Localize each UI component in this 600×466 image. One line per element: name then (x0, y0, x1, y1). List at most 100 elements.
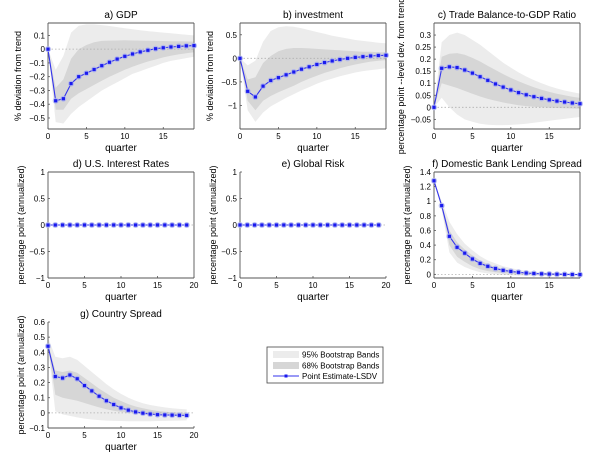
band-68-c (434, 53, 580, 109)
y-tick-label: 1 (427, 197, 432, 206)
data-point (369, 54, 373, 58)
data-point (148, 412, 152, 416)
y-tick-label: 0 (233, 221, 238, 230)
axes-e: 0 5 10 15 20 −1 −0.5 0 0.5 1 (221, 168, 391, 290)
y-tick-label: 0 (41, 45, 46, 54)
data-point (61, 376, 65, 380)
data-point (261, 84, 265, 88)
legend-label-band95: 95% Bootstrap Bands (302, 351, 379, 360)
data-point (84, 71, 89, 75)
data-point (253, 223, 257, 227)
data-point (369, 223, 373, 227)
y-tick-label: 0 (427, 103, 432, 112)
data-point (155, 223, 160, 227)
data-point (563, 100, 567, 104)
data-point (126, 408, 130, 412)
y-tick-label: −0.05 (411, 115, 432, 124)
data-point (307, 65, 311, 69)
y-tick-label: 1.4 (420, 168, 432, 177)
x-axis-label: quarter (105, 442, 137, 453)
data-point (75, 223, 79, 227)
data-point (311, 223, 315, 227)
data-point (340, 223, 344, 227)
y-tick-label: 0.5 (34, 195, 46, 204)
data-point (299, 67, 304, 71)
x-tick-label: 5 (470, 281, 475, 290)
data-point (97, 223, 101, 227)
band-68-a (48, 40, 194, 110)
x-tick-label: 10 (120, 132, 129, 141)
data-point (539, 96, 544, 101)
x-tick-label: 0 (238, 132, 243, 141)
data-point (138, 50, 142, 54)
y-tick-label: 0 (233, 54, 238, 63)
y-tick-label: 1 (233, 168, 238, 177)
x-tick-label: 15 (159, 132, 168, 141)
y-tick-label: −0.1 (29, 424, 45, 433)
panel-e: 0 5 10 15 20 −1 −0.5 0 0.5 1 e) Global Risk quarter… (208, 159, 391, 303)
x-tick-label: 5 (82, 281, 87, 290)
y-axis-label: % deviation from trend (13, 31, 23, 121)
x-axis-label: quarter (491, 143, 523, 154)
y-tick-label: 0.1 (34, 394, 46, 403)
y-tick-label: 0.6 (34, 318, 46, 327)
data-point (119, 223, 123, 227)
y-tick-label: −0.5 (221, 78, 237, 87)
data-point (501, 85, 505, 89)
x-tick-label: 20 (382, 281, 391, 290)
x-tick-label: 10 (506, 281, 515, 290)
x-tick-label: 10 (309, 281, 318, 290)
y-axis-label: percentage point (annualized) (208, 165, 218, 284)
data-point (486, 78, 490, 82)
data-point (185, 223, 189, 227)
data-point (547, 98, 551, 102)
data-point (146, 48, 150, 52)
data-point (61, 223, 65, 227)
panel-f: 0 5 10 15 0 0.2 0.4 0.6 0.8 1 1.2 1.4f) Domestic Ba… (402, 159, 583, 303)
data-point (177, 44, 181, 49)
data-point (463, 68, 467, 72)
data-point (501, 268, 505, 272)
y-tick-label: 0.4 (34, 348, 46, 357)
y-tick-label: 0.2 (420, 55, 432, 64)
x-tick-label: 0 (432, 281, 437, 290)
y-tick-label: 1 (41, 168, 46, 177)
data-point (376, 53, 380, 58)
data-point (447, 234, 451, 238)
data-point (355, 223, 359, 227)
x-tick-label: 15 (545, 132, 554, 141)
data-point (362, 223, 366, 227)
data-point (470, 71, 475, 75)
data-point (177, 413, 181, 417)
data-point (532, 95, 536, 99)
data-point (330, 59, 334, 63)
data-point (130, 52, 135, 56)
x-tick-label: 5 (470, 132, 475, 141)
x-axis-label: quarter (105, 143, 137, 154)
x-axis-label: quarter (297, 292, 329, 303)
legend-label-band68: 68% Bootstrap Bands (302, 362, 379, 371)
x-tick-label: 20 (190, 281, 199, 290)
y-tick-label: 0.05 (415, 91, 431, 100)
y-tick-label: 0.15 (415, 67, 431, 76)
y-tick-label: 1.2 (420, 183, 432, 192)
data-point (318, 223, 322, 227)
y-tick-label: −0.5 (221, 248, 237, 257)
data-point (53, 374, 57, 379)
data-point (61, 97, 65, 101)
axes-f: 0 5 10 15 0 0.2 0.4 0.6 0.8 1 1.2 1.4 (420, 168, 581, 290)
data-point (578, 102, 582, 106)
data-point (184, 44, 188, 48)
data-point (53, 223, 57, 227)
data-point (440, 204, 444, 208)
data-point (141, 411, 145, 415)
data-point (440, 66, 444, 70)
data-point (315, 62, 319, 67)
x-tick-label: 10 (506, 132, 515, 141)
panel-title: a) GDP (104, 10, 138, 21)
y-tick-label: −0.3 (29, 86, 45, 95)
data-point (532, 271, 536, 276)
data-point (377, 223, 381, 227)
